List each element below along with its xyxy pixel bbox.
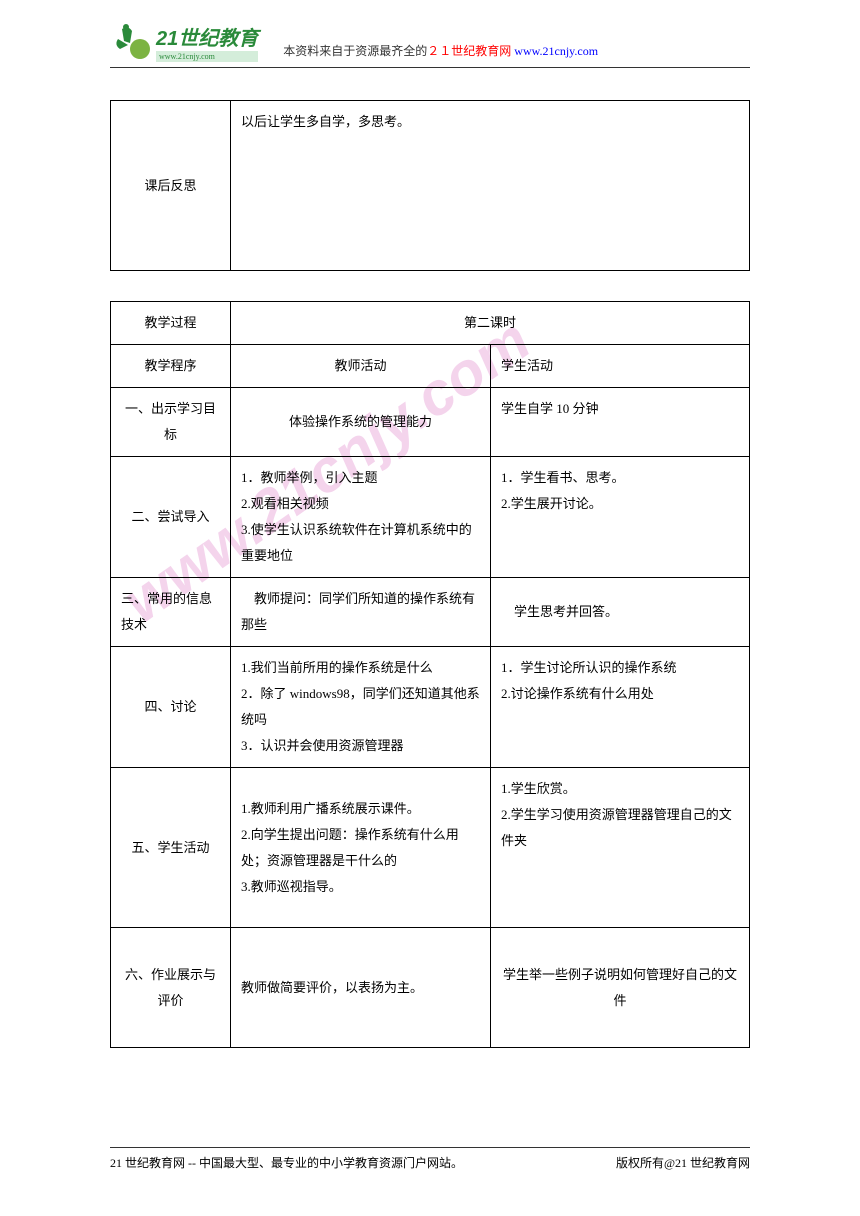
row-label: 五、学生活动 (111, 768, 231, 928)
row-teacher: 教师提问：同学们所知道的操作系统有那些 (231, 578, 491, 647)
header-student: 学生活动 (491, 345, 750, 388)
table-row: 二、尝试导入 1．教师举例，引入主题 2.观看相关视频 3.使学生认识系统软件在… (111, 457, 750, 578)
header-site: ２１世纪教育网 (427, 44, 511, 58)
table-row: 六、作业展示与评价 教师做简要评价，以表扬为主。 学生举一些例子说明如何管理好自… (111, 928, 750, 1048)
row-teacher: 1.教师利用广播系统展示课件。 2.向学生提出问题：操作系统有什么用处；资源管理… (231, 768, 491, 928)
row-student: 学生自学 10 分钟 (491, 388, 750, 457)
table-header-row: 教学过程 第二课时 (111, 302, 750, 345)
footer-right: 版权所有@21 世纪教育网 (616, 1154, 750, 1171)
row-student: 1．学生讨论所认识的操作系统 2.讨论操作系统有什么用处 (491, 647, 750, 768)
logo: 21世纪教育 www.21cnjy.com (110, 21, 258, 63)
table-row: 课后反思 以后让学生多自学，多思考。 (111, 101, 750, 271)
row-label: 二、尝试导入 (111, 457, 231, 578)
lesson-table: 教学过程 第二课时 教学程序 教师活动 学生活动 一、出示学习目标 体验操作系统… (110, 301, 750, 1048)
table-row: 五、学生活动 1.教师利用广播系统展示课件。 2.向学生提出问题：操作系统有什么… (111, 768, 750, 928)
row-label: 六、作业展示与评价 (111, 928, 231, 1048)
row-teacher: 1．教师举例，引入主题 2.观看相关视频 3.使学生认识系统软件在计算机系统中的… (231, 457, 491, 578)
header-process: 教学过程 (111, 302, 231, 345)
table-row: 三、常用的信息技术 教师提问：同学们所知道的操作系统有那些 学生思考并回答。 (111, 578, 750, 647)
table-row: 四、讨论 1.我们当前所用的操作系统是什么 2．除了 windows98，同学们… (111, 647, 750, 768)
header-period: 第二课时 (231, 302, 750, 345)
reflection-label: 课后反思 (111, 101, 231, 271)
row-teacher: 1.我们当前所用的操作系统是什么 2．除了 windows98，同学们还知道其他… (231, 647, 491, 768)
row-teacher: 教师做简要评价，以表扬为主。 (231, 928, 491, 1048)
row-teacher: 体验操作系统的管理能力 (231, 388, 491, 457)
header-prefix: 本资料来自于资源最齐全的 (283, 44, 427, 58)
header-url: www.21cnjy.com (511, 44, 598, 58)
main-content: 课后反思 以后让学生多自学，多思考。 教学过程 第二课时 教学程序 教师活动 学… (110, 100, 750, 1078)
table-header-row: 教学程序 教师活动 学生活动 (111, 345, 750, 388)
row-student: 1.学生欣赏。 2.学生学习使用资源管理器管理自己的文件夹 (491, 768, 750, 928)
table-row: 一、出示学习目标 体验操作系统的管理能力 学生自学 10 分钟 (111, 388, 750, 457)
row-student: 学生思考并回答。 (491, 578, 750, 647)
header-teacher: 教师活动 (231, 345, 491, 388)
page-footer: 21 世纪教育网 -- 中国最大型、最专业的中小学教育资源门户网站。 版权所有@… (110, 1147, 750, 1171)
logo-icon (110, 21, 152, 63)
page-header: 21世纪教育 www.21cnjy.com 本资料来自于资源最齐全的２１世纪教育… (110, 18, 750, 68)
logo-url: www.21cnjy.com (156, 51, 258, 62)
logo-text: 21世纪教育 www.21cnjy.com (156, 22, 258, 62)
reflection-table: 课后反思 以后让学生多自学，多思考。 (110, 100, 750, 271)
row-label: 三、常用的信息技术 (111, 578, 231, 647)
reflection-content: 以后让学生多自学，多思考。 (231, 101, 750, 271)
row-label: 一、出示学习目标 (111, 388, 231, 457)
row-student: 学生举一些例子说明如何管理好自己的文件 (491, 928, 750, 1048)
row-student: 1．学生看书、思考。 2.学生展开讨论。 (491, 457, 750, 578)
header-source: 本资料来自于资源最齐全的２１世纪教育网 www.21cnjy.com (283, 42, 598, 63)
header-program: 教学程序 (111, 345, 231, 388)
logo-brand: 21世纪教育 (156, 22, 258, 51)
row-label: 四、讨论 (111, 647, 231, 768)
footer-left: 21 世纪教育网 -- 中国最大型、最专业的中小学教育资源门户网站。 (110, 1154, 463, 1171)
